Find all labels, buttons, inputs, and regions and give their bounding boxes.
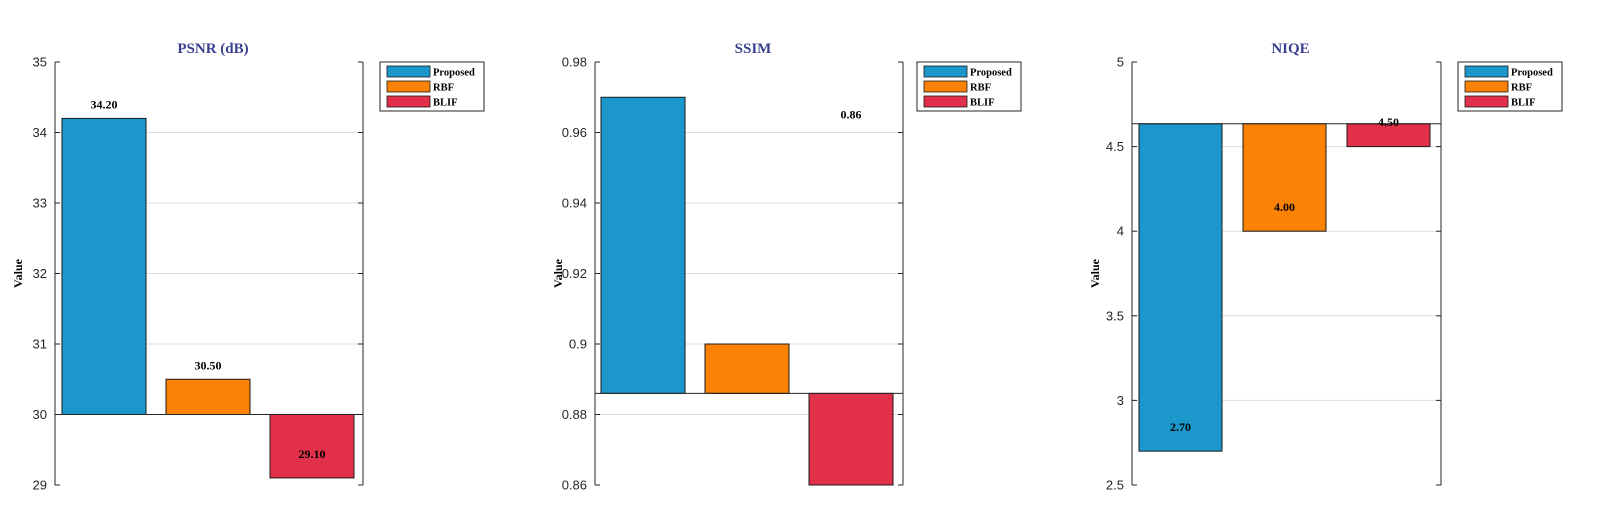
y-tick-label: 5 — [1117, 55, 1124, 70]
y-tick-label: 33 — [33, 196, 47, 211]
legend-swatch-proposed — [1465, 66, 1508, 77]
legend-swatch-rbf — [924, 81, 967, 92]
data-label-blif: 4.50 — [1378, 115, 1399, 129]
legend-swatch-blif — [387, 96, 430, 107]
legend-swatch-rbf — [1465, 81, 1508, 92]
data-label-rbf: 4.00 — [1274, 200, 1295, 214]
y-tick-label: 4 — [1117, 224, 1124, 239]
chart-title: SSIM — [735, 41, 772, 57]
bar-proposed — [1139, 124, 1222, 451]
legend-swatch-proposed — [924, 66, 967, 77]
y-axis-label: Value — [1088, 258, 1102, 288]
legend-swatch-blif — [924, 96, 967, 107]
data-label-proposed: 2.70 — [1170, 420, 1191, 434]
legend-swatch-blif — [1465, 96, 1508, 107]
y-tick-label: 0.96 — [562, 125, 587, 140]
y-tick-label: 4.5 — [1106, 139, 1124, 154]
y-tick-label: 32 — [33, 266, 47, 281]
y-tick-label: 0.98 — [562, 55, 587, 70]
legend: Proposed RBF BLIF — [380, 62, 484, 111]
data-label-rbf: 30.50 — [195, 358, 222, 372]
legend-label-proposed: Proposed — [1511, 68, 1553, 79]
legend-label-blif: BLIF — [970, 98, 995, 109]
chart-panel-3: 2.5 3 3.5 4 4.5 5 2.70 4.00 4.50 NIQE Value Propose… — [1088, 41, 1562, 493]
y-tick-label: 3 — [1117, 393, 1124, 408]
y-tick-label: 35 — [33, 55, 47, 70]
legend-label-rbf: RBF — [433, 83, 454, 94]
data-label-blif: 29.10 — [299, 447, 326, 461]
legend-label-blif: BLIF — [433, 98, 458, 109]
bar-proposed — [601, 97, 685, 393]
y-tick-label: 29 — [33, 478, 47, 493]
legend-label-proposed: Proposed — [433, 68, 475, 79]
y-tick-label: 30 — [33, 407, 47, 422]
y-tick-label: 0.88 — [562, 407, 587, 422]
bar-rbf — [1243, 124, 1326, 231]
y-tick-label: 31 — [33, 337, 47, 352]
legend: Proposed RBF BLIF — [1458, 62, 1562, 111]
y-tick-label: 0.9 — [569, 337, 587, 352]
bar-rbf — [705, 344, 789, 393]
legend-label-rbf: RBF — [970, 83, 991, 94]
bar-rbf — [166, 379, 250, 414]
y-tick-label: 0.92 — [562, 266, 587, 281]
y-tick-label: 34 — [33, 125, 47, 140]
y-tick-label: 0.86 — [562, 478, 587, 493]
data-label-blif: 0.86 — [841, 107, 862, 121]
legend-label-blif: BLIF — [1511, 98, 1536, 109]
y-tick-label: 0.94 — [562, 196, 587, 211]
y-tick-label: 2.5 — [1106, 478, 1124, 493]
bar-proposed — [62, 118, 146, 414]
legend-swatch-proposed — [387, 66, 430, 77]
legend: Proposed RBF BLIF — [917, 62, 1021, 111]
legend-label-rbf: RBF — [1511, 83, 1532, 94]
chart-title: PSNR (dB) — [177, 41, 248, 57]
data-label-proposed: 34.20 — [91, 97, 118, 111]
chart-panel-2: 0.86 0.88 0.9 0.92 0.94 0.96 0.98 0.86 SSIM Value… — [551, 41, 1021, 493]
y-axis-label: Value — [11, 258, 25, 288]
chart-title: NIQE — [1271, 41, 1309, 57]
y-tick-label: 3.5 — [1106, 308, 1124, 323]
legend-swatch-rbf — [387, 81, 430, 92]
chart-panel-1: 29 30 31 32 33 34 35 34.20 30.50 29.10 PSNR (dB) Va… — [11, 41, 484, 493]
bar-blif — [809, 393, 893, 485]
y-axis-label: Value — [551, 258, 565, 288]
legend-label-proposed: Proposed — [970, 68, 1012, 79]
